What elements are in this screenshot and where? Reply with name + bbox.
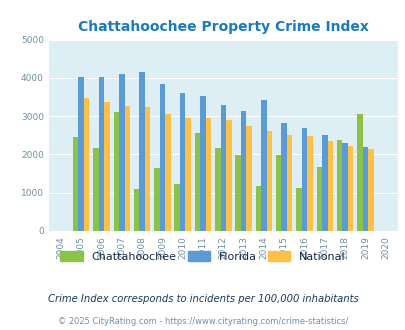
Bar xyxy=(119,74,124,231)
Bar xyxy=(260,100,266,231)
Legend: Chattahoochee, Florida, National: Chattahoochee, Florida, National xyxy=(56,247,349,267)
Text: © 2025 CityRating.com - https://www.cityrating.com/crime-statistics/: © 2025 CityRating.com - https://www.city… xyxy=(58,317,347,326)
Bar xyxy=(179,93,185,231)
Bar xyxy=(84,98,89,231)
Bar xyxy=(281,123,286,231)
Bar xyxy=(124,106,130,231)
Bar xyxy=(327,141,332,231)
Bar xyxy=(286,135,292,231)
Text: Crime Index corresponds to incidents per 100,000 inhabitants: Crime Index corresponds to incidents per… xyxy=(47,294,358,304)
Bar xyxy=(134,189,139,231)
Bar xyxy=(139,72,145,231)
Bar xyxy=(159,83,165,231)
Bar xyxy=(145,107,150,231)
Bar xyxy=(98,78,104,231)
Bar xyxy=(215,148,220,231)
Bar xyxy=(321,135,327,231)
Bar xyxy=(356,114,362,231)
Bar xyxy=(93,148,98,231)
Bar xyxy=(341,143,347,231)
Bar xyxy=(246,126,251,231)
Bar xyxy=(301,128,307,231)
Title: Chattahoochee Property Crime Index: Chattahoochee Property Crime Index xyxy=(78,20,368,34)
Bar xyxy=(275,155,281,231)
Bar xyxy=(240,111,246,231)
Bar xyxy=(307,136,312,231)
Bar xyxy=(367,149,373,231)
Bar xyxy=(113,112,119,231)
Bar xyxy=(266,131,271,231)
Bar xyxy=(185,118,190,231)
Bar xyxy=(205,118,211,231)
Bar xyxy=(78,77,84,231)
Bar xyxy=(226,120,231,231)
Bar xyxy=(296,188,301,231)
Bar xyxy=(104,102,109,231)
Bar xyxy=(255,186,260,231)
Bar xyxy=(220,105,226,231)
Bar xyxy=(336,140,341,231)
Bar xyxy=(347,146,352,231)
Bar xyxy=(174,184,179,231)
Bar xyxy=(235,155,240,231)
Bar xyxy=(316,167,321,231)
Bar xyxy=(362,147,367,231)
Bar xyxy=(165,114,170,231)
Bar xyxy=(200,96,205,231)
Bar xyxy=(194,133,200,231)
Bar xyxy=(73,137,78,231)
Bar xyxy=(154,168,159,231)
